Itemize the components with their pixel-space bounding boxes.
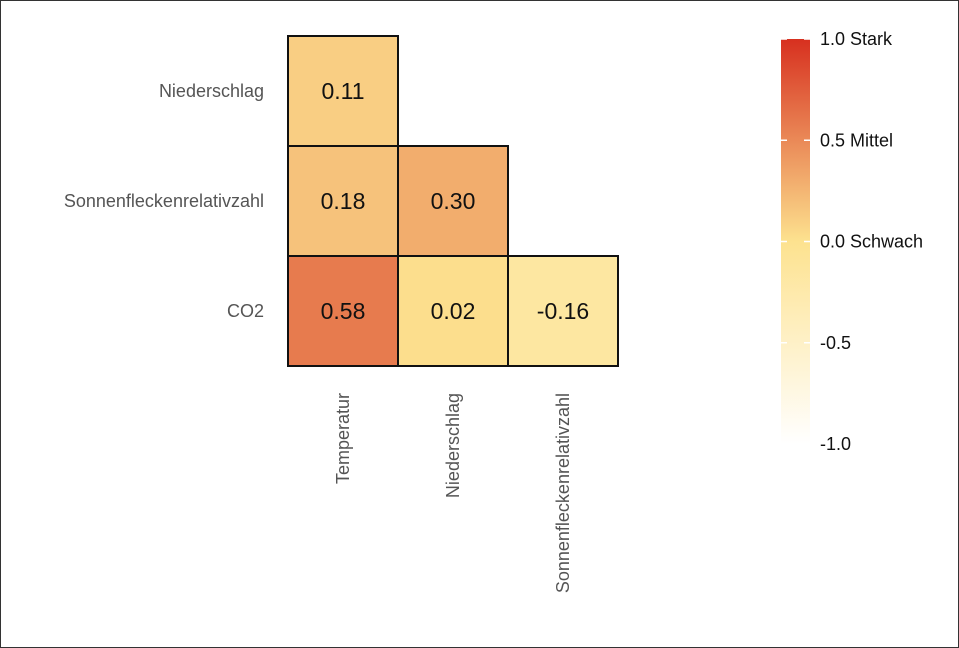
row-label: Niederschlag	[159, 81, 264, 101]
heatmap-cell-rect	[397, 145, 509, 257]
column-label: Niederschlag	[443, 393, 463, 498]
cell-value-label: -0.16	[537, 298, 589, 324]
heatmap-cell: 0.58	[287, 255, 399, 367]
legend-ticks: 1.0 Stark 0.5 Mittel 0.0 Schwach -0.5 -1.0	[781, 29, 923, 454]
legend-tick-label: -0.5	[820, 333, 851, 353]
row-labels: Niederschlag Sonnenfleckenrelativzahl CO2	[64, 81, 264, 321]
heatmap-cell: -0.16	[507, 255, 619, 367]
heatmap-cell: 0.02	[397, 255, 509, 367]
legend-tick-label: 1.0 Stark	[820, 29, 893, 49]
column-label: Temperatur	[333, 393, 353, 484]
heatmap-cells: 0.11 0.18 0.30 0.58 0.02 -0.16	[287, 35, 619, 367]
legend-tick-label: 0.0 Schwach	[820, 232, 923, 252]
heatmap-cell-rect	[397, 255, 509, 367]
heatmap-cell: 0.30	[397, 145, 509, 257]
cell-value-label: 0.30	[431, 188, 476, 214]
heatmap-cell: 0.11	[287, 35, 399, 147]
cell-value-label: 0.58	[321, 298, 366, 324]
legend-tick-label: -1.0	[820, 434, 851, 454]
heatmap-cell: 0.18	[287, 145, 399, 257]
heatmap-cell-rect	[287, 145, 399, 257]
heatmap-cell-rect	[507, 255, 619, 367]
cell-value-label: 0.18	[321, 188, 366, 214]
cell-value-label: 0.02	[431, 298, 476, 324]
row-label: Sonnenfleckenrelativzahl	[64, 191, 264, 211]
heatmap-cell-rect	[287, 35, 399, 147]
row-label: CO2	[227, 301, 264, 321]
column-labels: Temperatur Niederschlag Sonnenfleckenrelat…	[333, 393, 573, 593]
cell-value-label: 0.11	[321, 78, 364, 104]
color-legend: 1.0 Stark 0.5 Mittel 0.0 Schwach -0.5 -1.0	[781, 29, 923, 454]
legend-tick-label: 0.5 Mittel	[820, 130, 893, 150]
column-label: Sonnenfleckenrelativzahl	[553, 393, 573, 593]
